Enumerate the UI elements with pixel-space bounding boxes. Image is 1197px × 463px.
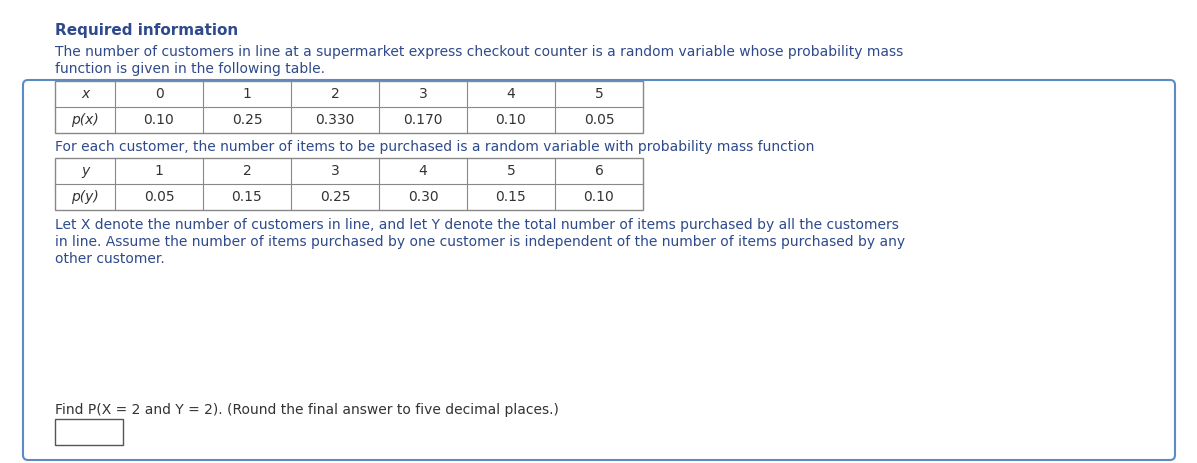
Text: 1: 1 <box>154 164 164 178</box>
Text: Let X denote the number of customers in line, and let Y denote the total number : Let X denote the number of customers in … <box>55 218 899 232</box>
Text: function is given in the following table.: function is given in the following table… <box>55 62 326 76</box>
Text: 0.15: 0.15 <box>232 190 262 204</box>
Text: 0.10: 0.10 <box>496 113 527 127</box>
Text: 0.30: 0.30 <box>408 190 438 204</box>
Text: 5: 5 <box>595 87 603 101</box>
Text: x: x <box>81 87 89 101</box>
Text: 0.330: 0.330 <box>315 113 354 127</box>
Text: 0.25: 0.25 <box>232 113 262 127</box>
Text: 3: 3 <box>330 164 340 178</box>
Text: 0.10: 0.10 <box>584 190 614 204</box>
Text: 0.10: 0.10 <box>144 113 175 127</box>
Text: For each customer, the number of items to be purchased is a random variable with: For each customer, the number of items t… <box>55 140 814 154</box>
Text: y: y <box>81 164 89 178</box>
Text: 0.15: 0.15 <box>496 190 527 204</box>
Text: p(x): p(x) <box>71 113 99 127</box>
Text: 5: 5 <box>506 164 516 178</box>
Text: Find P(X = 2 and Y = 2). (Round the final answer to five decimal places.): Find P(X = 2 and Y = 2). (Round the fina… <box>55 403 559 417</box>
Text: 0.05: 0.05 <box>584 113 614 127</box>
Bar <box>55 419 123 445</box>
Text: 0.25: 0.25 <box>320 190 351 204</box>
Bar <box>55 158 643 210</box>
Text: 4: 4 <box>419 164 427 178</box>
Text: 4: 4 <box>506 87 516 101</box>
Text: 0: 0 <box>154 87 163 101</box>
Text: Required information: Required information <box>55 23 238 38</box>
Text: 2: 2 <box>330 87 340 101</box>
FancyBboxPatch shape <box>23 80 1175 460</box>
Text: 6: 6 <box>595 164 603 178</box>
Text: 0.05: 0.05 <box>144 190 175 204</box>
Text: in line. Assume the number of items purchased by one customer is independent of : in line. Assume the number of items purc… <box>55 235 905 249</box>
Text: 0.170: 0.170 <box>403 113 443 127</box>
Text: p(y): p(y) <box>71 190 99 204</box>
Text: other customer.: other customer. <box>55 252 165 266</box>
Text: 3: 3 <box>419 87 427 101</box>
Bar <box>55 81 643 133</box>
Text: The number of customers in line at a supermarket express checkout counter is a r: The number of customers in line at a sup… <box>55 45 904 59</box>
Text: 1: 1 <box>243 87 251 101</box>
Text: 2: 2 <box>243 164 251 178</box>
